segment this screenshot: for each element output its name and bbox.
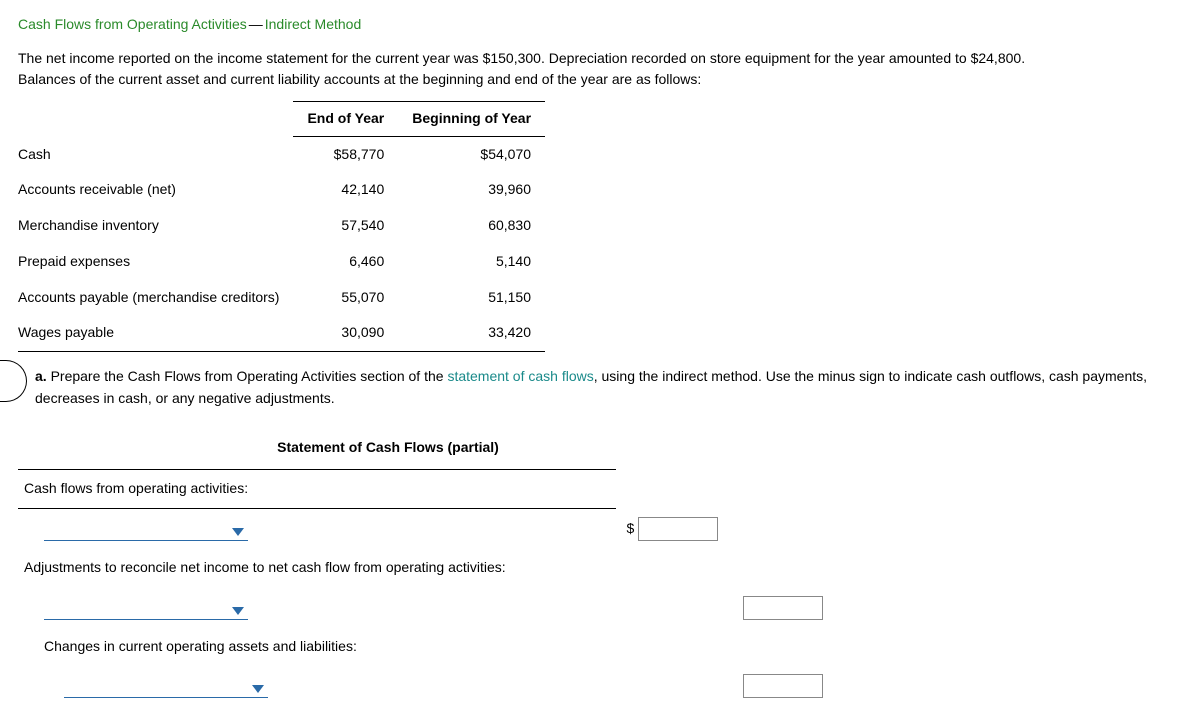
title-dash: — [247, 16, 265, 32]
chevron-down-icon [232, 607, 244, 615]
table-row: Accounts receivable (net) 42,140 39,960 [18, 172, 545, 208]
statement-table: Cash flows from operating activities: $ … [18, 469, 858, 706]
amount-input-3[interactable] [743, 674, 823, 698]
row-adjustments: Adjustments to reconcile net income to n… [18, 549, 616, 587]
chevron-down-icon [232, 528, 244, 536]
row-cfo-heading: Cash flows from operating activities: [18, 469, 616, 508]
table-row: Merchandise inventory 57,540 60,830 [18, 208, 545, 244]
statement-title: Statement of Cash Flows (partial) [18, 437, 758, 459]
dropdown-change-1[interactable] [64, 673, 268, 698]
balances-table: End of Year Beginning of Year Cash $58,7… [18, 101, 545, 352]
cash-flows-link[interactable]: statement of cash flows [447, 368, 593, 384]
dropdown-net-income[interactable] [44, 517, 248, 542]
page-title: Cash Flows from Operating Activities—Ind… [18, 14, 1182, 36]
table-row: Prepaid expenses 6,460 5,140 [18, 244, 545, 280]
title-part2: Indirect Method [265, 16, 362, 32]
col-begin: Beginning of Year [398, 102, 545, 137]
chevron-down-icon [252, 685, 264, 693]
question-marker-icon [0, 360, 27, 402]
col-end: End of Year [293, 102, 398, 137]
title-part1: Cash Flows from Operating Activities [18, 16, 247, 32]
intro-text: The net income reported on the income st… [18, 48, 1182, 91]
dollar-sign: $ [622, 518, 634, 540]
row-changes: Changes in current operating assets and … [24, 638, 357, 654]
amount-input-1[interactable] [638, 517, 718, 541]
table-row: Accounts payable (merchandise creditors)… [18, 280, 545, 316]
table-row: Cash $58,770 $54,070 [18, 136, 545, 172]
dropdown-adjustment[interactable] [44, 595, 248, 620]
question-a: a. Prepare the Cash Flows from Operating… [18, 366, 1182, 409]
table-row: Wages payable 30,090 33,420 [18, 315, 545, 351]
amount-input-2[interactable] [743, 596, 823, 620]
